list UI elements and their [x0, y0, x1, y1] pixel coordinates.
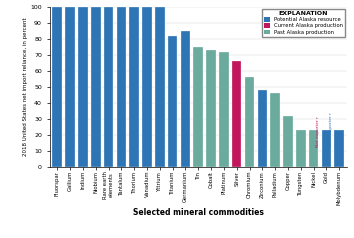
Bar — [65, 7, 75, 167]
Bar — [181, 31, 190, 167]
Y-axis label: 2018 United States net import reliance, in percent: 2018 United States net import reliance, … — [23, 18, 28, 156]
Bar — [91, 7, 101, 167]
Bar — [335, 130, 344, 167]
Bar — [142, 7, 152, 167]
Bar — [232, 61, 241, 167]
Bar — [270, 93, 280, 167]
Bar — [116, 7, 126, 167]
Bar — [129, 7, 139, 167]
Bar — [155, 7, 165, 167]
Text: Net exporter r: Net exporter r — [316, 117, 320, 148]
Bar — [296, 130, 306, 167]
Bar — [321, 130, 331, 167]
X-axis label: Selected mineral commodities: Selected mineral commodities — [133, 208, 264, 217]
Bar — [104, 7, 113, 167]
Bar — [309, 130, 318, 167]
Bar — [78, 7, 88, 167]
Legend: Potential Alaska resource, Current Alaska production, Past Alaska production: Potential Alaska resource, Current Alask… — [262, 9, 346, 37]
Bar — [193, 47, 203, 167]
Text: Net a exporter r: Net a exporter r — [329, 113, 333, 148]
Bar — [168, 36, 177, 167]
Bar — [257, 90, 267, 167]
Bar — [245, 77, 254, 167]
Bar — [283, 116, 293, 167]
Bar — [206, 50, 216, 167]
Bar — [219, 52, 229, 167]
Bar — [52, 7, 62, 167]
